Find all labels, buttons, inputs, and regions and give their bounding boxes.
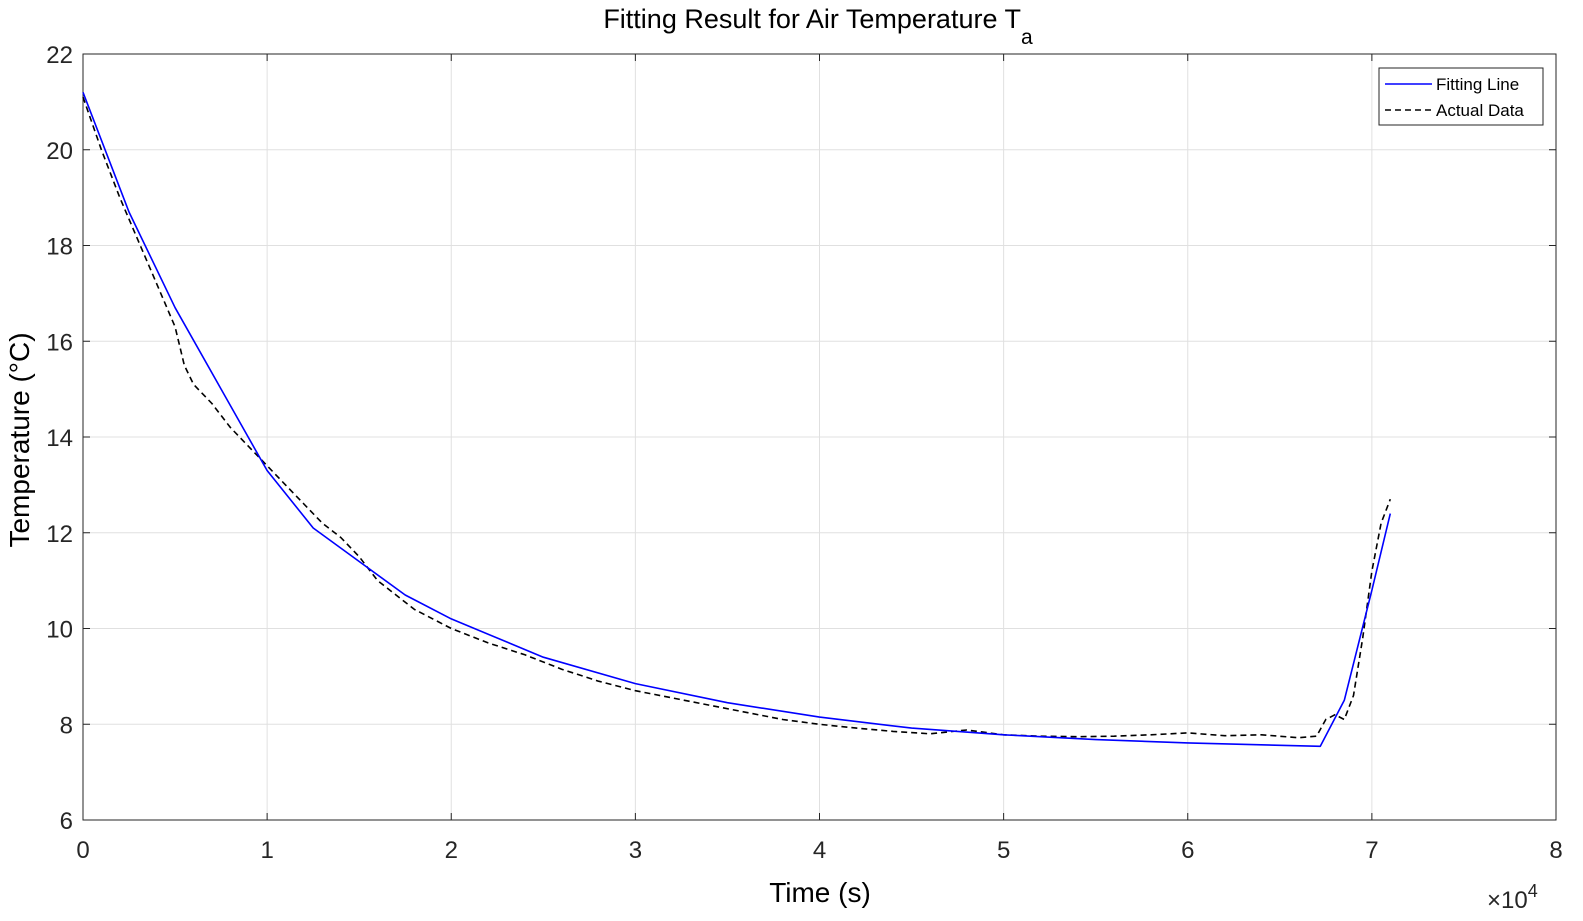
x-tick-label: 2	[445, 837, 458, 864]
x-tick-label: 6	[1181, 837, 1194, 864]
legend-box	[1378, 67, 1544, 126]
x-tick-label: 1	[260, 837, 273, 864]
x-tick-label: 3	[629, 837, 642, 864]
y-tick-label: 6	[60, 808, 73, 835]
y-axis-label: Temperature (°C)	[4, 332, 35, 547]
x-tick-label: 5	[997, 837, 1010, 864]
y-tick-label: 22	[46, 42, 73, 69]
series-group	[82, 92, 1392, 748]
chart-title-main: Fitting Result for Air Temperature T	[603, 4, 1021, 34]
chart-title-subscript: a	[1021, 26, 1033, 49]
x-multiplier-exponent: 4	[1528, 881, 1538, 901]
y-tick-label: 12	[46, 521, 73, 548]
series-line-fitting-line	[82, 92, 1392, 748]
y-axis-ticks: 6 8 10 12 14 16 18 20 22	[46, 42, 1556, 835]
x-tick-label: 4	[813, 837, 826, 864]
y-tick-label: 14	[46, 425, 73, 452]
y-tick-label: 20	[46, 138, 73, 165]
series-line-actual-data	[82, 96, 1392, 739]
x-tick-label: 0	[76, 837, 89, 864]
legend-label-actual-data: Actual Data	[1436, 101, 1524, 120]
x-axis-label: Time (s)	[769, 877, 871, 908]
x-tick-label: 7	[1365, 837, 1378, 864]
x-tick-label: 8	[1549, 837, 1562, 864]
x-axis-ticks: 0 1 2 3 4 5 6 7 8	[76, 54, 1563, 864]
grid-lines	[82, 53, 1557, 821]
legend: Fitting Line Actual Data	[1378, 67, 1544, 126]
y-tick-label: 8	[60, 712, 73, 739]
chart-title: Fitting Result for Air Temperature Ta	[603, 4, 1033, 49]
y-tick-label: 18	[46, 234, 73, 261]
y-tick-label: 16	[46, 329, 73, 356]
y-tick-label: 10	[46, 617, 73, 644]
legend-label-fitting-line: Fitting Line	[1436, 75, 1519, 94]
x-axis-multiplier: ×104	[1487, 881, 1538, 914]
x-multiplier-base: ×10	[1487, 887, 1528, 914]
